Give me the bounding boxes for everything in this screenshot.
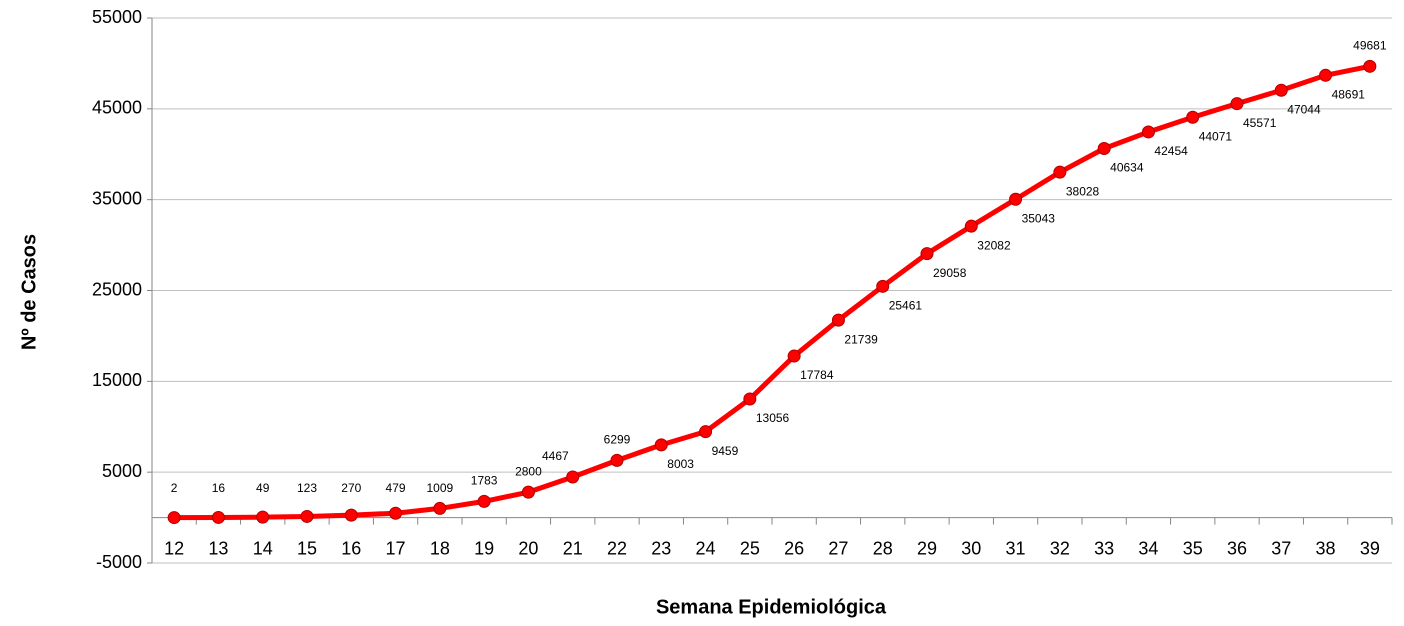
data-label: 2800 (515, 464, 542, 478)
y-tick-label: 5000 (102, 461, 142, 481)
x-tick-label: 25 (740, 538, 760, 558)
data-label: 35043 (1022, 211, 1056, 225)
marker (344, 508, 358, 522)
y-tick-label: 45000 (92, 98, 142, 118)
x-tick-label: 37 (1271, 538, 1291, 558)
data-label: 4467 (542, 449, 569, 463)
marker (1009, 192, 1023, 206)
y-tick-label: 55000 (92, 7, 142, 27)
data-label: 8003 (667, 457, 694, 471)
x-tick-label: 20 (518, 538, 538, 558)
data-label: 38028 (1066, 184, 1100, 198)
data-label: 44071 (1199, 129, 1233, 143)
x-tick-label: 22 (607, 538, 627, 558)
x-tick-label: 34 (1138, 538, 1158, 558)
marker (1053, 165, 1067, 179)
y-tick-label: -5000 (96, 552, 142, 572)
x-tick-label: 26 (784, 538, 804, 558)
x-tick-label: 13 (208, 538, 228, 558)
marker (1141, 125, 1155, 139)
marker (1097, 141, 1111, 155)
data-label: 1009 (427, 481, 454, 495)
data-label: 49 (256, 481, 270, 495)
marker (699, 425, 713, 439)
data-label: 1783 (471, 474, 498, 488)
x-tick-label: 23 (651, 538, 671, 558)
marker (1274, 83, 1288, 97)
data-label: 45571 (1243, 116, 1277, 130)
data-label: 32082 (977, 238, 1011, 252)
x-tick-label: 33 (1094, 538, 1114, 558)
marker (964, 219, 978, 233)
marker (167, 511, 181, 525)
data-label: 47044 (1287, 102, 1321, 116)
marker (610, 453, 624, 467)
x-axis-title: Semana Epidemiológica (656, 596, 887, 618)
data-label: 16 (212, 481, 226, 495)
line (174, 63, 1371, 521)
x-tick-label: 32 (1050, 538, 1070, 558)
marker (566, 470, 580, 484)
x-tick-label: 31 (1006, 538, 1026, 558)
marker (787, 349, 801, 363)
data-label: 123 (297, 481, 317, 495)
marker (831, 313, 845, 327)
x-tick-label: 24 (696, 538, 716, 558)
x-tick-label: 21 (563, 538, 583, 558)
marker (521, 485, 535, 499)
data-label: 48691 (1332, 87, 1366, 101)
data-label: 40634 (1110, 161, 1144, 175)
data-label: 42454 (1154, 144, 1188, 158)
marker (477, 494, 491, 508)
x-tick-label: 14 (253, 538, 273, 558)
marker (300, 509, 314, 523)
data-label: 270 (341, 481, 361, 495)
marker (654, 438, 668, 452)
marker (433, 501, 447, 515)
data-label: 25461 (889, 298, 923, 312)
data-label: 6299 (604, 433, 631, 447)
x-tick-label: 15 (297, 538, 317, 558)
x-tick-label: 35 (1183, 538, 1203, 558)
x-tick-label: 16 (341, 538, 361, 558)
x-tick-label: 28 (873, 538, 893, 558)
data-label: 21739 (844, 332, 878, 346)
marker (256, 510, 270, 524)
data-label: 9459 (712, 444, 739, 458)
x-tick-label: 38 (1316, 538, 1336, 558)
y-tick-label: 15000 (92, 370, 142, 390)
marker (1319, 68, 1333, 82)
x-tick-label: 19 (474, 538, 494, 558)
x-tick-label: 27 (828, 538, 848, 558)
marker (876, 279, 890, 293)
data-label: 17784 (800, 368, 834, 382)
y-tick-label: 35000 (92, 188, 142, 208)
x-tick-label: 39 (1360, 538, 1380, 558)
x-tick-label: 12 (164, 538, 184, 558)
data-label: 29058 (933, 266, 967, 280)
x-tick-label: 30 (961, 538, 981, 558)
x-tick-label: 18 (430, 538, 450, 558)
y-axis-title: Nº de Casos (18, 234, 40, 350)
data-label: 2 (171, 481, 178, 495)
x-tick-label: 36 (1227, 538, 1247, 558)
marker (1186, 110, 1200, 124)
marker (1230, 97, 1244, 111)
x-tick-label: 17 (386, 538, 406, 558)
marker (1363, 59, 1377, 73)
marker (743, 392, 757, 406)
y-tick-label: 25000 (92, 279, 142, 299)
data-label: 49681 (1353, 38, 1387, 52)
data-label: 13056 (756, 411, 790, 425)
marker (389, 506, 403, 520)
x-tick-label: 29 (917, 538, 937, 558)
marker (211, 510, 225, 524)
marker (920, 247, 934, 261)
data-label: 479 (386, 481, 406, 495)
